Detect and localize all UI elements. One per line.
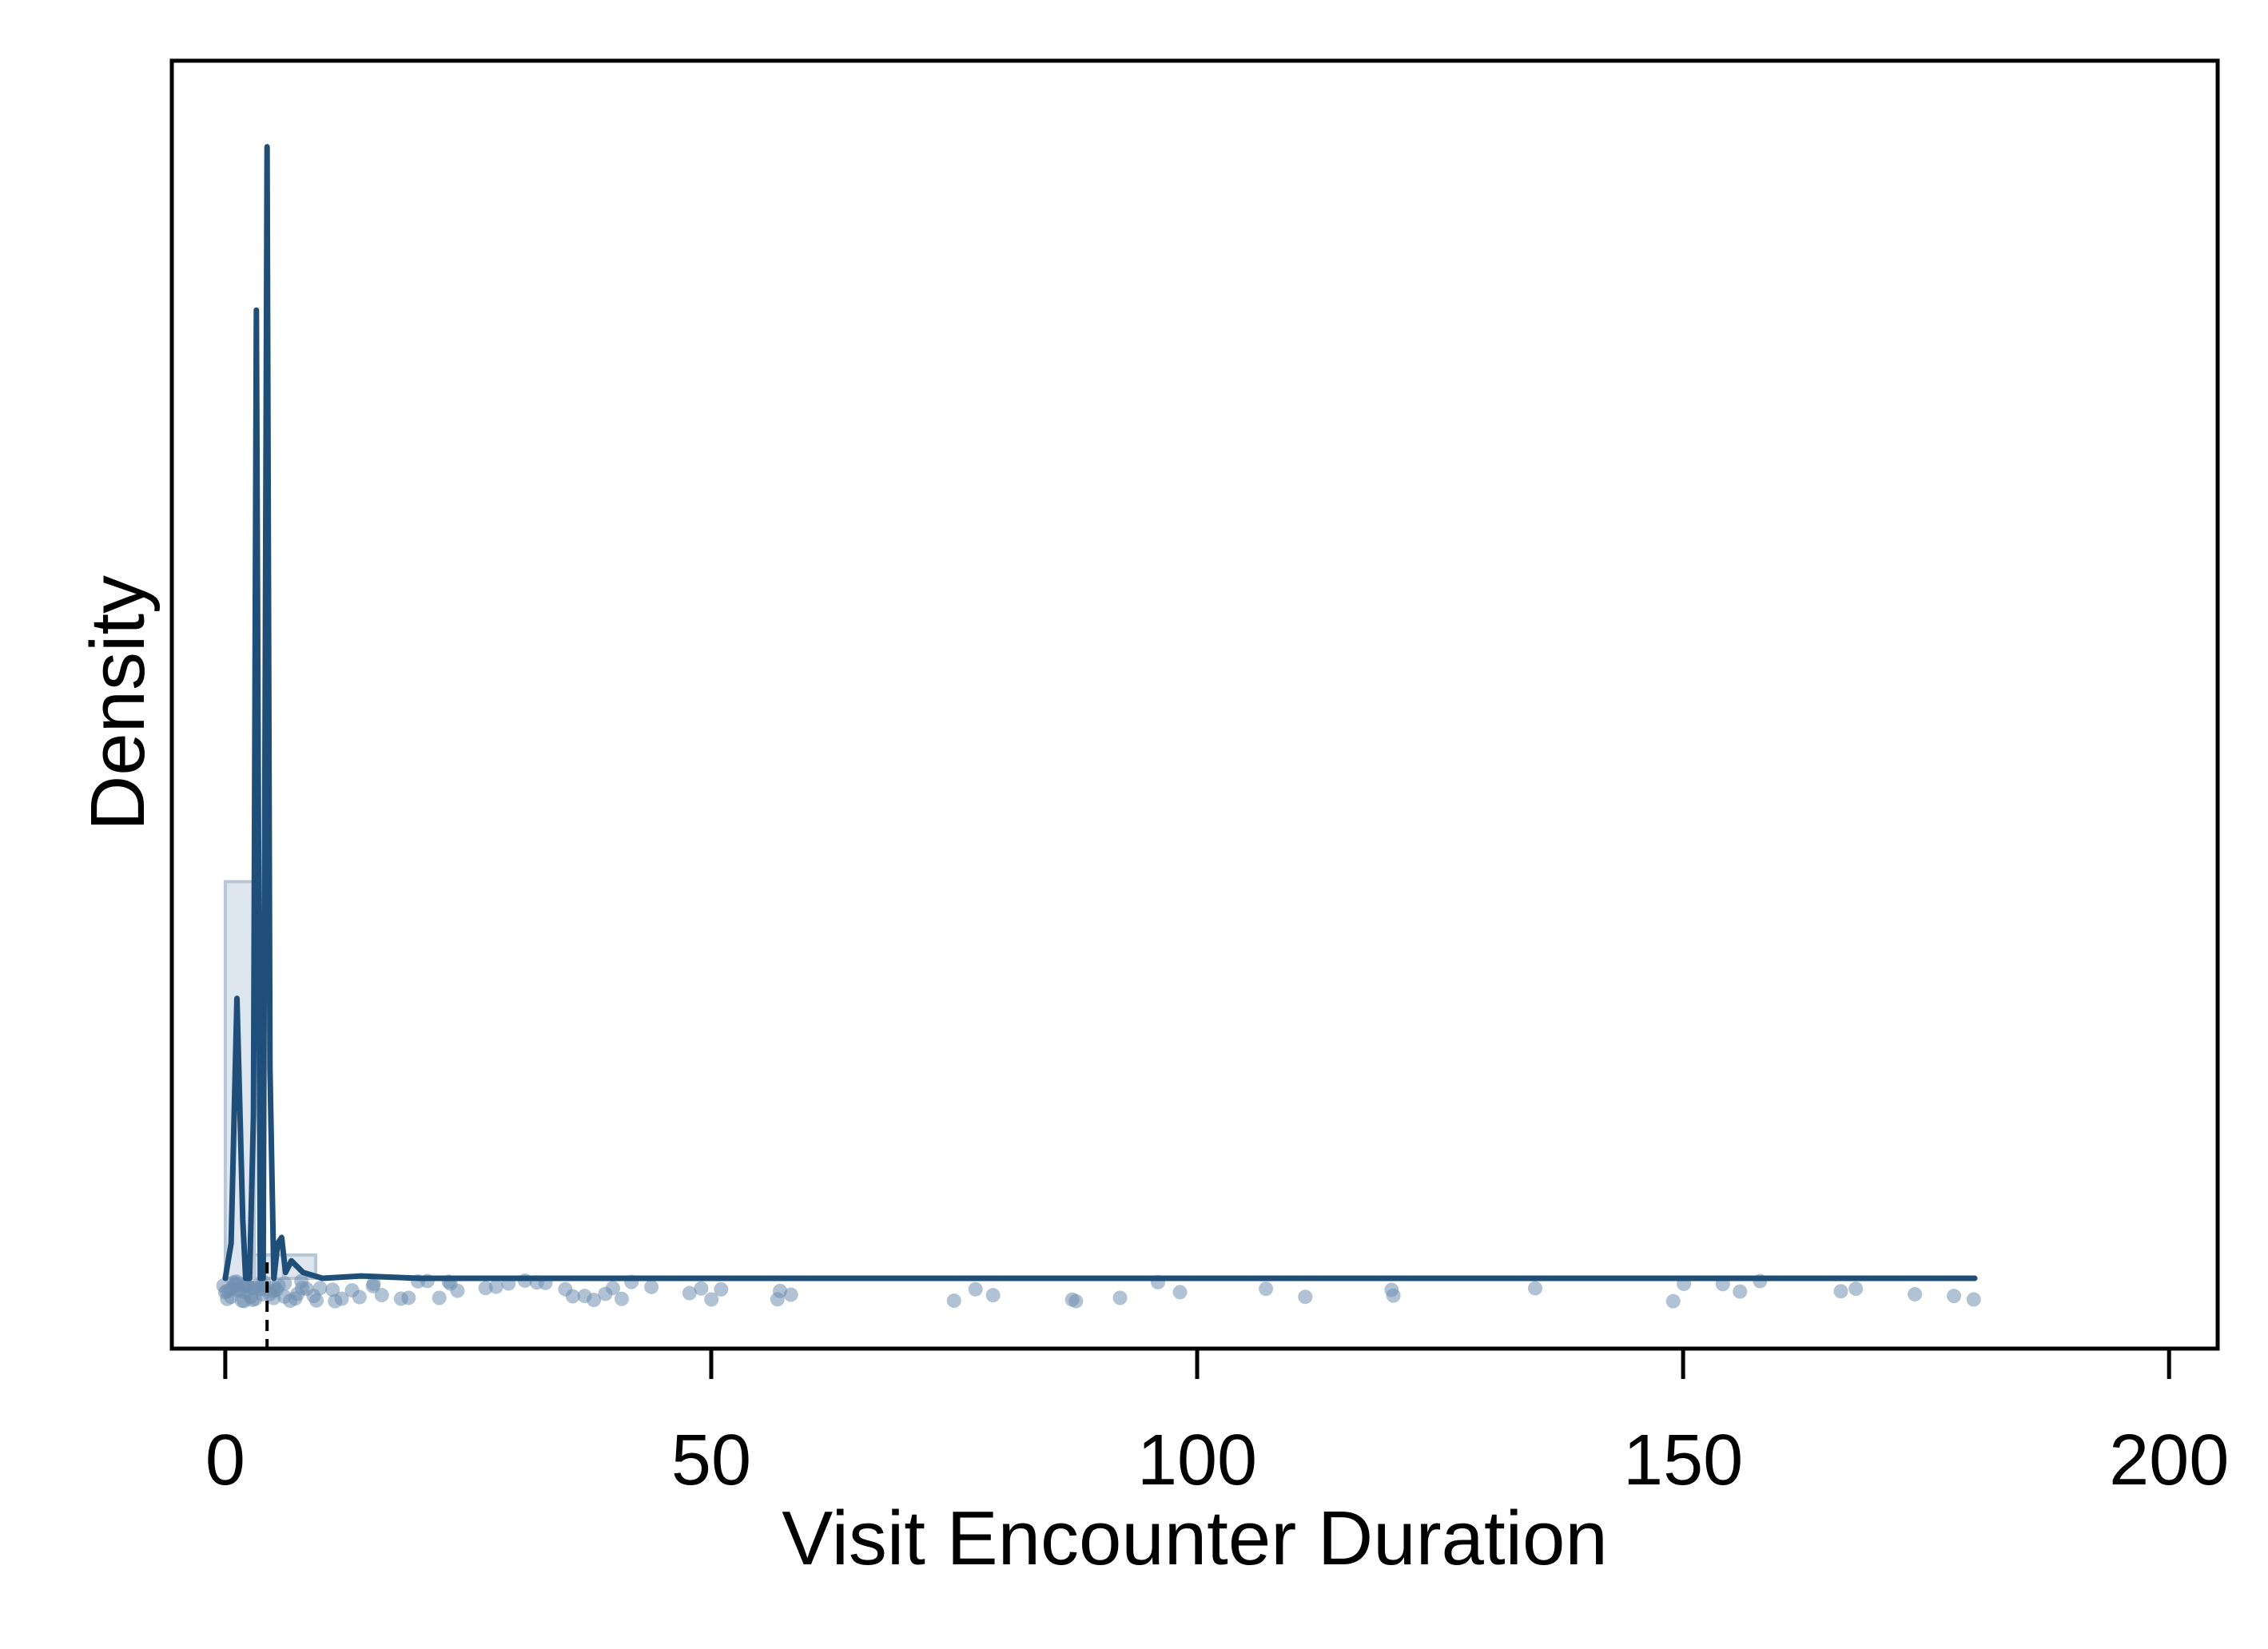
observation-point [1259,1281,1274,1297]
observation-point [704,1292,719,1307]
observation-point [277,1276,292,1291]
observation-point [1733,1284,1748,1299]
x-tick-label: 100 [1137,1421,1257,1500]
y-axis-label: Density [75,575,161,831]
observation-point [432,1290,447,1305]
observation-point [985,1288,1001,1303]
observation-point [325,1282,340,1297]
observation-point [1908,1286,1923,1301]
observation-point [309,1293,324,1308]
x-axis-ticks: 0 50 100 150 200 [205,1349,2229,1500]
observation-point [478,1281,493,1296]
observation-point [614,1291,629,1306]
x-tick-label: 0 [205,1421,245,1500]
observation-point [1386,1288,1401,1303]
observation-point [1172,1285,1188,1300]
observation-point [488,1279,503,1294]
observation-point [682,1285,697,1301]
observation-point [1298,1289,1313,1305]
observation-point [565,1289,580,1304]
observation-point [1665,1293,1681,1309]
observation-point [783,1287,798,1302]
observation-point [450,1283,465,1298]
observation-point [714,1281,729,1297]
x-tick-label: 150 [1623,1421,1743,1500]
x-tick-label: 50 [671,1421,751,1500]
observation-point [366,1276,381,1291]
observation-point [374,1288,389,1303]
observation-point [312,1281,328,1296]
observation-point [401,1290,416,1305]
observation-point [1947,1289,1962,1304]
x-axis-label: Visit Encounter Duration [782,1496,1607,1581]
density-curve-layer [222,144,1978,1281]
observation-point [946,1293,961,1309]
observation-point [1528,1281,1543,1296]
density-curve [222,144,1978,1281]
x-tick-label: 200 [2109,1421,2229,1500]
observation-point [644,1279,659,1294]
observation-point [334,1291,349,1306]
observation-point [605,1281,620,1296]
observation-points [216,1273,1981,1309]
observation-point [1966,1292,1981,1307]
observation-point [1112,1290,1128,1305]
observation-point [352,1289,367,1305]
observation-point [773,1283,788,1298]
observation-point [694,1281,709,1296]
plot-frame [169,58,2220,1351]
observation-point [1848,1281,1864,1297]
observation-point [587,1293,602,1308]
observation-point [1833,1284,1848,1299]
observation-point [1068,1293,1084,1309]
observation-point [968,1281,983,1297]
